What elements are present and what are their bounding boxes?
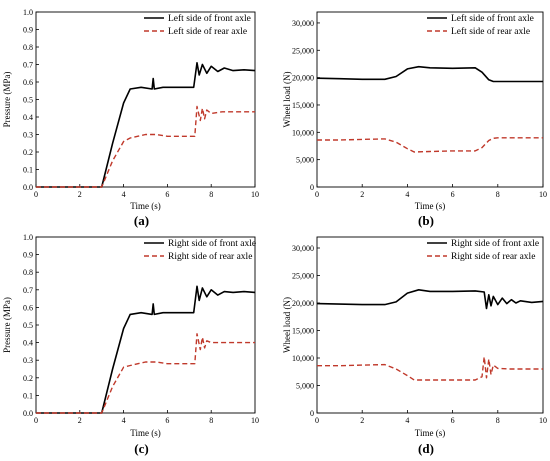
y-tick-label: 0.4 (23, 113, 33, 122)
plot-frame (35, 11, 256, 188)
y-tick-label: 30,000 (292, 244, 314, 253)
series-line-rear-axle (36, 105, 255, 188)
x-tick-label: 10 (251, 416, 259, 425)
y-tick-label: 0.7 (23, 286, 33, 295)
panel-label: (b) (418, 213, 434, 228)
y-tick-label: 1.0 (23, 8, 33, 17)
y-tick-label: 0.1 (23, 166, 33, 175)
legend-entry: Left side of rear axle (168, 26, 247, 37)
legend-entry: Right side of rear axle (451, 251, 535, 262)
series-line-rear-axle (317, 356, 543, 381)
y-tick-label: 5,000 (296, 382, 314, 391)
x-tick-label: 8 (209, 190, 213, 199)
x-tick-label: 6 (451, 190, 455, 199)
y-tick-label: 5,000 (296, 156, 314, 165)
y-tick-label: 0.0 (23, 183, 33, 192)
y-tick-label: 0.5 (23, 96, 33, 105)
legend-entry: Right side of front axle (168, 238, 256, 249)
y-tick-label: 0.0 (23, 409, 33, 418)
y-tick-label: 25,000 (292, 272, 314, 281)
x-tick-label: 8 (209, 416, 213, 425)
y-tick-label: 0.9 (23, 26, 33, 35)
x-tick-label: 6 (165, 190, 169, 199)
x-tick-label: 0 (34, 190, 38, 199)
y-tick-label: 15,000 (292, 327, 314, 336)
y-tick-label: 0.6 (23, 78, 33, 87)
panel-label: (c) (134, 441, 148, 456)
panel-label: (d) (418, 441, 434, 456)
y-tick-label: 10,000 (292, 354, 314, 363)
x-tick-label: 2 (78, 190, 82, 199)
y-tick-label: 0.9 (23, 251, 33, 260)
series-line-front-axle (316, 65, 543, 83)
x-tick-label: 4 (405, 190, 409, 199)
y-tick-label: 0.8 (23, 268, 33, 277)
x-tick-label: 0 (315, 190, 319, 199)
series-line-front-axle (36, 61, 256, 188)
y-axis-label: Pressure (MPa) (2, 72, 12, 128)
legend-entry: Left side of front axle (451, 13, 534, 24)
x-tick-label: 8 (496, 416, 500, 425)
series-line-front-axle (36, 285, 256, 414)
y-tick-label: 25,000 (292, 46, 314, 55)
x-tick-label: 10 (251, 190, 259, 199)
y-tick-label: 0 (310, 183, 314, 192)
y-tick-label: 30,000 (292, 19, 314, 28)
x-tick-label: 0 (34, 416, 38, 425)
y-tick-label: 0.6 (23, 303, 33, 312)
y-tick-label: 0.4 (23, 339, 33, 348)
y-tick-label: 0.1 (23, 391, 33, 400)
y-tick-label: 0.2 (23, 148, 33, 157)
legend-entry: Left side of rear axle (451, 26, 530, 37)
x-tick-label: 4 (122, 416, 126, 425)
x-tick-label: 2 (360, 416, 364, 425)
y-tick-label: 0.5 (23, 321, 33, 330)
x-tick-label: 4 (122, 190, 126, 199)
y-tick-label: 0.3 (23, 131, 33, 140)
series-line-front-axle (316, 288, 544, 310)
y-tick-label: 0.3 (23, 356, 33, 365)
legend-entry: Right side of rear axle (168, 251, 252, 262)
y-tick-label: 0.2 (23, 374, 33, 383)
x-tick-label: 10 (539, 416, 547, 425)
x-tick-label: 6 (451, 416, 455, 425)
y-tick-label: 0.8 (23, 43, 33, 52)
y-tick-label: 0 (310, 409, 314, 418)
x-tick-label: 2 (360, 190, 364, 199)
y-axis-label: Wheel load (N) (282, 72, 292, 128)
y-axis-label: Pressure (MPa) (2, 297, 12, 353)
y-tick-label: 1.0 (23, 233, 33, 242)
chart-panel-1: 0 2 4 6 8 10 0.0 0.1 0.2 0.3 0.4 0.5 0.6 0.7 0.8 0.9 1.0… (2, 8, 259, 228)
x-tick-label: 2 (78, 416, 82, 425)
chart-panel-4: 0 2 4 6 8 10 0 5,000 10,000 15,000 20,000 25,000 30,… (282, 236, 547, 456)
y-tick-label: 15,000 (292, 101, 314, 110)
x-tick-label: 6 (165, 416, 169, 425)
y-tick-label: 10,000 (292, 128, 314, 137)
panel-label: (a) (134, 213, 149, 228)
x-axis-label: Time (s) (415, 428, 445, 438)
x-axis-label: Time (s) (130, 428, 160, 438)
chart-panel-3: 0 2 4 6 8 10 0.0 0.1 0.2 0.3 0.4 0.5 0.6 0.7 0.8 0.9 1.0… (2, 233, 259, 456)
series-line-rear-axle (36, 333, 255, 414)
y-axis-label: Wheel load (N) (282, 297, 292, 353)
series-line-rear-axle (317, 137, 543, 153)
x-tick-label: 8 (496, 190, 500, 199)
x-tick-label: 4 (405, 416, 409, 425)
x-tick-label: 0 (315, 416, 319, 425)
y-tick-label: 20,000 (292, 74, 314, 83)
y-tick-label: 20,000 (292, 299, 314, 308)
x-tick-label: 10 (539, 190, 547, 199)
plot-frame (316, 11, 544, 188)
legend-entry: Right side of front axle (451, 238, 539, 249)
chart-panel-2: 0 2 4 6 8 10 0 5,000 10,000 15,000 20,000 25,000 30,… (282, 11, 547, 228)
legend-entry: Left side of front axle (168, 13, 251, 24)
x-axis-label: Time (s) (130, 201, 160, 211)
plot-frame (316, 236, 544, 414)
plot-frame (35, 236, 256, 414)
y-tick-label: 0.7 (23, 61, 33, 70)
x-axis-label: Time (s) (415, 201, 445, 211)
